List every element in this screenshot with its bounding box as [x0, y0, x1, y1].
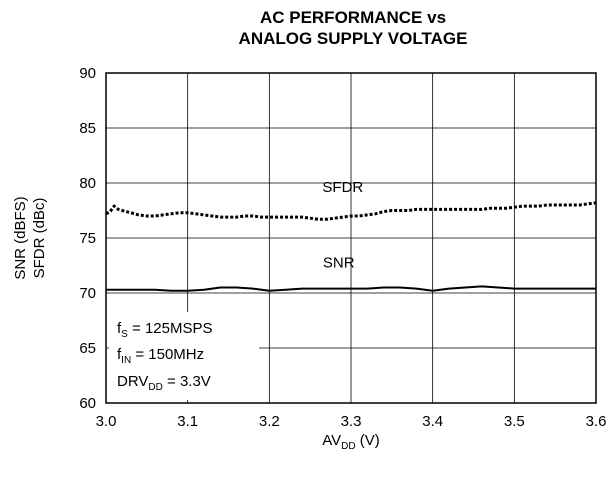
x-tick-label: 3.2 — [259, 413, 280, 430]
y-tick-label: 75 — [79, 230, 96, 247]
curve-label-sfdr: SFDR — [322, 179, 363, 196]
curve-labels: SFDR SNR — [322, 179, 363, 272]
condition-fin: fIN = 150MHz — [117, 346, 204, 366]
y-axis-label-sfdr: SFDR (dBc) — [31, 198, 48, 279]
x-tick-label: 3.4 — [422, 413, 443, 430]
series-line-sfdr — [105, 201, 597, 221]
x-tick-label: 3.6 — [586, 413, 607, 430]
x-axis-label: AVDD (V) — [322, 432, 380, 452]
series-line-snr — [106, 285, 596, 292]
x-tick-labels: 3.0 3.1 3.2 3.3 3.4 3.5 3.6 — [96, 413, 607, 430]
plot-frame — [105, 72, 597, 404]
series-group — [105, 201, 597, 292]
condition-drvdd: DRVDD = 3.3V — [117, 373, 211, 393]
x-tick-label: 3.0 — [96, 413, 117, 430]
y-tick-label: 65 — [79, 340, 96, 357]
x-tick-label: 3.5 — [504, 413, 525, 430]
y-axis-label-snr: SNR (dBFS) — [12, 196, 29, 279]
y-tick-label: 85 — [79, 120, 96, 137]
x-tick-label: 3.1 — [177, 413, 198, 430]
y-tick-labels: 90 85 80 75 70 65 60 — [79, 65, 96, 412]
curve-label-snr: SNR — [323, 255, 355, 272]
y-tick-label: 60 — [79, 395, 96, 412]
conditions-box — [109, 312, 259, 400]
y-tick-label: 70 — [79, 285, 96, 302]
y-tick-label: 90 — [79, 65, 96, 82]
condition-fs: fS = 125MSPS — [117, 320, 212, 340]
x-tick-label: 3.3 — [341, 413, 362, 430]
chart-title-line2: ANALOG SUPPLY VOLTAGE — [239, 29, 468, 48]
chart-title-line1: AC PERFORMANCE vs — [260, 8, 446, 27]
y-tick-label: 80 — [79, 175, 96, 192]
